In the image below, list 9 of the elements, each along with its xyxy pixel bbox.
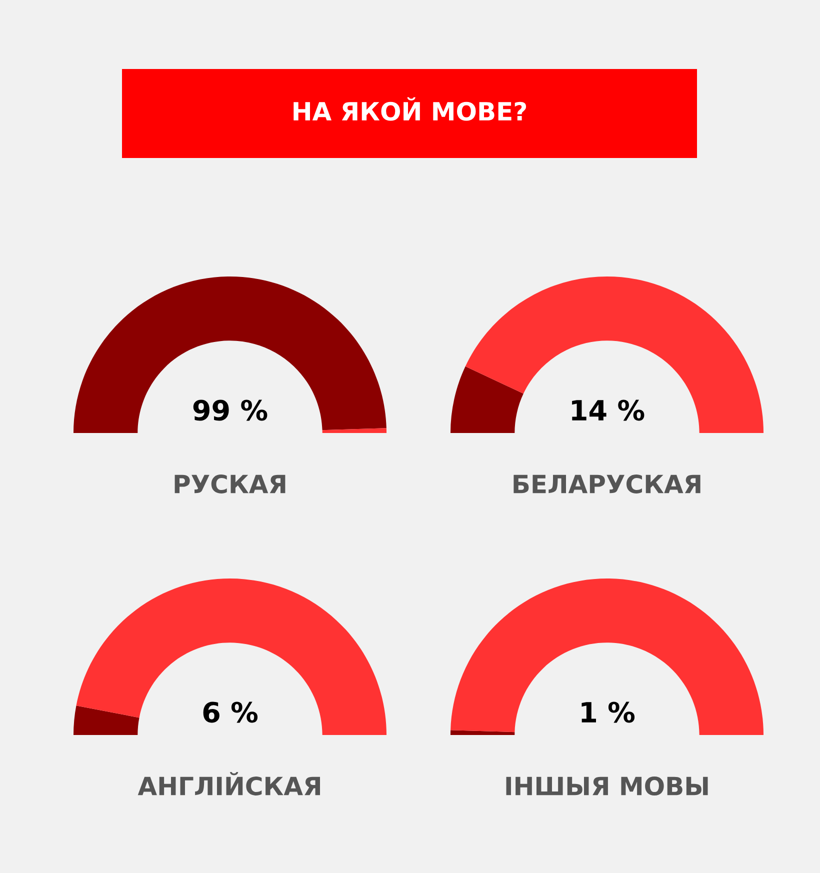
text: 1 % bbox=[582, 702, 635, 723]
text: 14 % bbox=[572, 400, 644, 421]
text: БЕЛАРУСКАЯ bbox=[514, 474, 700, 494]
chart-title: НА ЯКОЙ МОВЕ? bbox=[294, 97, 526, 121]
text: РУСКАЯ bbox=[174, 474, 286, 494]
text: 99 % bbox=[193, 400, 268, 421]
text: 6 % bbox=[203, 702, 258, 723]
text: ІНШЫЯ МОВЫ bbox=[506, 776, 708, 796]
text: АНГЛІЙСКАЯ bbox=[138, 772, 320, 796]
